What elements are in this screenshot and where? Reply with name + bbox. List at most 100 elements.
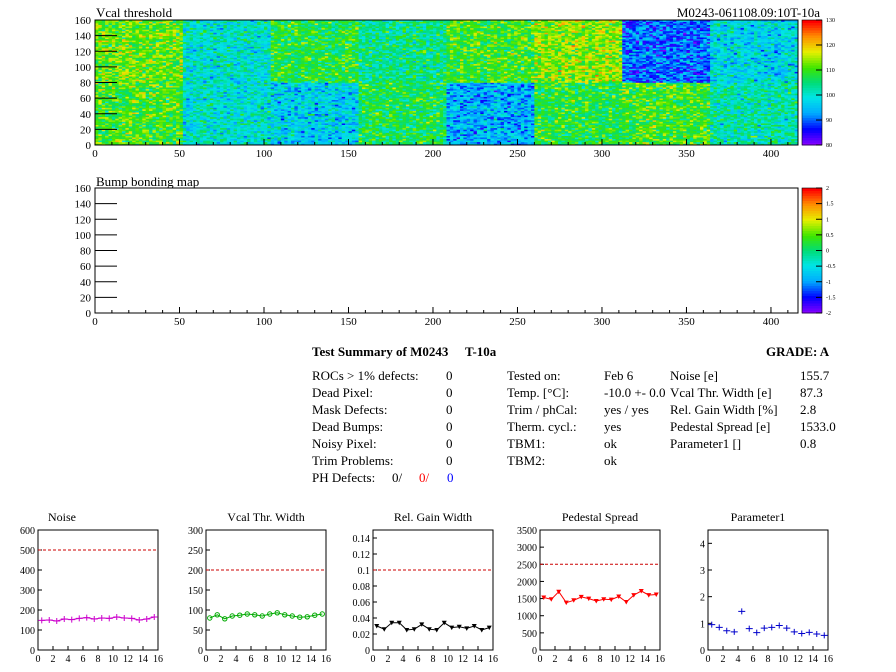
- pixel-cell: [206, 48, 211, 50]
- pixel-cell: [247, 21, 251, 24]
- pixel-cell: [213, 54, 217, 57]
- pixel-cell: [240, 143, 245, 146]
- pixel-cell: [196, 65, 201, 68]
- pixel-cell: [165, 55, 170, 58]
- pixel-cell: [98, 66, 103, 69]
- pixel-cell: [297, 137, 302, 140]
- pixel-cell: [263, 79, 268, 82]
- pixel-cell: [95, 21, 99, 24]
- pixel-cell: [186, 37, 190, 40]
- pixel-cell: [108, 90, 113, 93]
- pixel-cell: [257, 82, 261, 85]
- pixel-cell: [145, 137, 150, 140]
- pixel-cell: [230, 102, 234, 105]
- pixel-cell: [304, 98, 309, 100]
- pixel-cell: [138, 55, 143, 58]
- pixel-cell: [216, 96, 221, 99]
- pixel-cell: [274, 116, 278, 119]
- pixel-cell: [108, 76, 113, 79]
- pixel-cell: [159, 98, 163, 100]
- pixel-cell: [213, 115, 217, 118]
- pixel-cell: [108, 48, 113, 50]
- pixel-cell: [301, 93, 305, 96]
- pixel-cell: [247, 130, 251, 133]
- pixel-cell: [172, 87, 177, 90]
- pixel-cell: [176, 98, 180, 100]
- pixel-cell: [169, 62, 174, 65]
- pixel-cell: [284, 137, 288, 140]
- pixel-cell: [169, 79, 174, 82]
- pixel-cell: [199, 62, 204, 65]
- pixel-cell: [209, 127, 214, 130]
- pixel-cell: [203, 121, 207, 124]
- pixel-cell: [101, 141, 106, 144]
- pixel-cell: [125, 55, 130, 58]
- pixel-cell: [284, 90, 288, 93]
- pixel-cell: [236, 95, 241, 97]
- pixel-cell: [247, 48, 251, 50]
- pixel-cell: [297, 74, 302, 77]
- pixel-cell: [138, 20, 143, 22]
- pixel-cell: [172, 73, 177, 75]
- pixel-cell: [263, 110, 268, 113]
- pixel-cell: [108, 52, 113, 55]
- pixel-cell: [243, 71, 248, 74]
- pixel-cell: [216, 76, 221, 79]
- pixel-cell: [263, 84, 268, 86]
- pixel-cell: [274, 26, 278, 29]
- pixel-cell: [203, 35, 207, 38]
- pixel-cell: [287, 32, 292, 35]
- pixel-cell: [250, 90, 255, 93]
- pixel-cell: [277, 45, 282, 47]
- pixel-cell: [260, 52, 265, 55]
- pixel-cell: [115, 130, 119, 133]
- pixel-cell: [95, 113, 99, 116]
- pixel-cell: [291, 23, 295, 25]
- pixel-cell: [152, 82, 157, 85]
- pixel-cell: [186, 70, 190, 72]
- pixel-cell: [236, 71, 241, 74]
- pixel-cell: [257, 137, 261, 140]
- pixel-cell: [176, 109, 180, 111]
- pixel-cell: [125, 60, 130, 63]
- pixel-cell: [101, 27, 106, 30]
- pixel-cell: [169, 63, 174, 66]
- pixel-cell: [199, 71, 204, 74]
- pixel-cell: [220, 84, 224, 86]
- pixel-cell: [270, 110, 275, 113]
- pixel-cell: [196, 37, 201, 40]
- pixel-cell: [138, 126, 143, 129]
- pixel-cell: [152, 43, 157, 46]
- pixel-cell: [203, 66, 207, 69]
- pixel-cell: [115, 109, 119, 111]
- pixel-cell: [132, 27, 136, 30]
- pixel-cell: [135, 123, 140, 125]
- pixel-cell: [209, 132, 214, 135]
- pixel-cell: [267, 132, 272, 135]
- pixel-cell: [155, 101, 160, 104]
- pixel-cell: [132, 143, 136, 146]
- pixel-cell: [128, 66, 133, 69]
- pixel-cell: [220, 107, 224, 110]
- pixel-cell: [230, 62, 234, 65]
- pixel-cell: [199, 29, 204, 32]
- pixel-cell: [274, 57, 278, 60]
- pixel-cell: [98, 110, 103, 113]
- pixel-cell: [122, 84, 126, 86]
- pixel-cell: [301, 88, 305, 91]
- pixel-cell: [304, 110, 309, 113]
- pixel-cell: [297, 105, 302, 108]
- pixel-cell: [260, 30, 265, 33]
- pixel-cell: [223, 130, 228, 133]
- pixel-cell: [274, 76, 278, 79]
- pixel-cell: [165, 46, 170, 49]
- pixel-cell: [165, 37, 170, 40]
- pixel-cell: [115, 27, 119, 30]
- pixel-cell: [230, 87, 234, 90]
- pixel-cell: [223, 20, 228, 22]
- pixel-cell: [155, 121, 160, 124]
- pixel-cell: [101, 104, 106, 107]
- pixel-cell: [193, 95, 197, 97]
- pixel-cell: [118, 104, 123, 107]
- pixel-cell: [98, 65, 103, 68]
